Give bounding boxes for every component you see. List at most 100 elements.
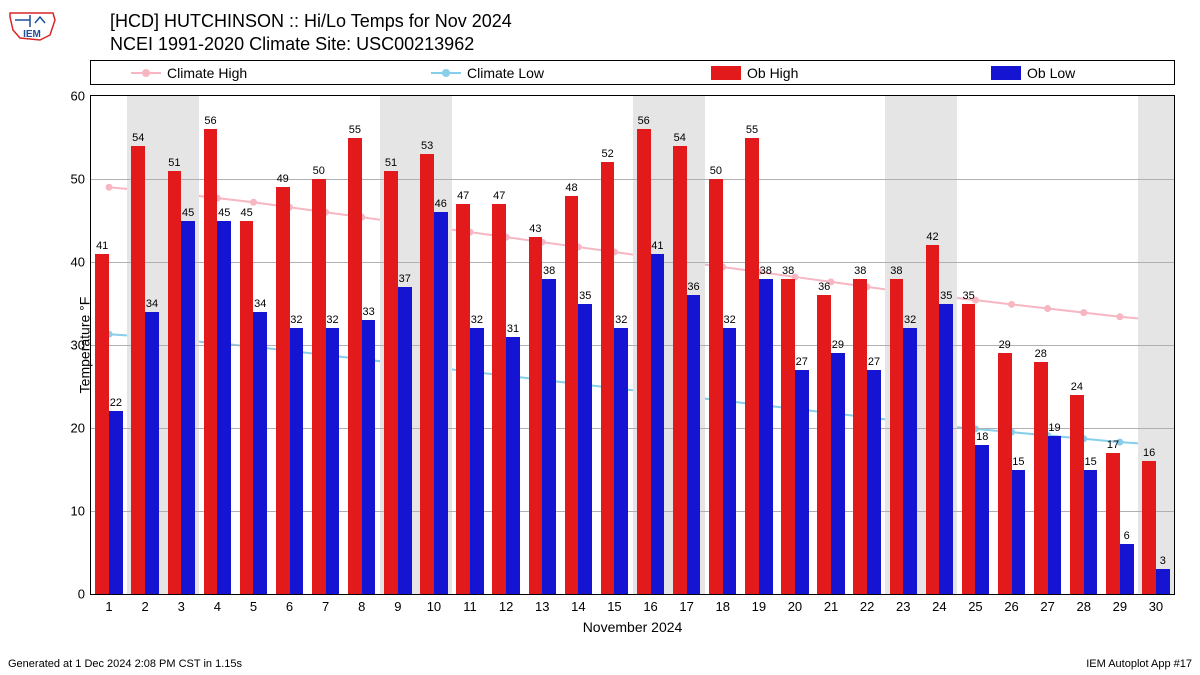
ob-high-bar bbox=[492, 204, 506, 594]
ob-high-value-label: 43 bbox=[529, 223, 541, 235]
ob-low-value-label: 3 bbox=[1160, 555, 1166, 567]
ob-low-swatch bbox=[991, 66, 1021, 80]
xtick-label: 4 bbox=[214, 599, 221, 614]
ob-low-value-label: 33 bbox=[362, 306, 374, 318]
ob-low-bar bbox=[1048, 436, 1062, 594]
xtick-label: 10 bbox=[427, 599, 441, 614]
ob-low-bar bbox=[867, 370, 881, 594]
ob-low-value-label: 6 bbox=[1124, 530, 1130, 542]
ob-low-bar bbox=[470, 328, 484, 594]
ob-high-value-label: 42 bbox=[926, 231, 938, 243]
ob-low-bar bbox=[1012, 470, 1026, 595]
ob-high-value-label: 47 bbox=[457, 190, 469, 202]
ob-low-bar bbox=[181, 221, 195, 595]
ob-high-value-label: 16 bbox=[1143, 447, 1155, 459]
ob-low-value-label: 38 bbox=[543, 265, 555, 277]
legend-label: Ob Low bbox=[1027, 65, 1075, 81]
ob-low-value-label: 22 bbox=[110, 397, 122, 409]
ob-high-value-label: 55 bbox=[746, 124, 758, 136]
ob-high-value-label: 53 bbox=[421, 140, 433, 152]
legend-climate-low: Climate Low bbox=[431, 65, 544, 81]
plot-area: Temperature °F November 2024 01020304050… bbox=[90, 95, 1175, 595]
ob-low-bar bbox=[290, 328, 304, 594]
xtick-label: 24 bbox=[932, 599, 946, 614]
ob-low-value-label: 32 bbox=[723, 314, 735, 326]
ob-high-bar bbox=[168, 171, 182, 594]
ob-high-bar bbox=[853, 279, 867, 594]
legend-climate-high: Climate High bbox=[131, 65, 247, 81]
ob-high-bar bbox=[1142, 461, 1156, 594]
xtick-label: 17 bbox=[679, 599, 693, 614]
xtick-label: 22 bbox=[860, 599, 874, 614]
ob-low-bar bbox=[145, 312, 159, 594]
ob-high-bar bbox=[456, 204, 470, 594]
xtick-label: 12 bbox=[499, 599, 513, 614]
iem-logo: IEM bbox=[5, 5, 60, 45]
ob-low-bar bbox=[578, 304, 592, 595]
ob-low-bar bbox=[109, 411, 123, 594]
ob-low-value-label: 38 bbox=[760, 265, 772, 277]
x-axis-label: November 2024 bbox=[583, 619, 683, 635]
ob-low-value-label: 35 bbox=[940, 290, 952, 302]
ob-low-value-label: 27 bbox=[796, 356, 808, 368]
ob-high-bar bbox=[348, 138, 362, 595]
ob-high-bar bbox=[565, 196, 579, 594]
ob-low-value-label: 32 bbox=[904, 314, 916, 326]
xtick-label: 11 bbox=[463, 599, 477, 614]
ob-high-value-label: 50 bbox=[710, 165, 722, 177]
ytick-label: 30 bbox=[71, 338, 85, 353]
ob-low-value-label: 35 bbox=[579, 290, 591, 302]
ob-low-bar bbox=[831, 353, 845, 594]
legend-ob-high: Ob High bbox=[711, 65, 798, 81]
xtick-label: 29 bbox=[1113, 599, 1127, 614]
ob-low-bar bbox=[362, 320, 376, 594]
legend-label: Ob High bbox=[747, 65, 798, 81]
ob-low-value-label: 19 bbox=[1048, 422, 1060, 434]
ob-high-value-label: 52 bbox=[601, 148, 613, 160]
svg-text:IEM: IEM bbox=[23, 29, 41, 40]
climate-low-marker bbox=[431, 72, 461, 74]
legend: Climate High Climate Low Ob High Ob Low bbox=[90, 60, 1175, 85]
ob-high-value-label: 56 bbox=[638, 115, 650, 127]
ob-low-value-label: 34 bbox=[254, 298, 266, 310]
ob-low-value-label: 32 bbox=[615, 314, 627, 326]
ob-low-value-label: 41 bbox=[651, 240, 663, 252]
ob-high-value-label: 50 bbox=[313, 165, 325, 177]
ob-high-bar bbox=[529, 237, 543, 594]
ob-high-bar bbox=[781, 279, 795, 594]
gridline bbox=[91, 262, 1174, 263]
ob-high-bar bbox=[817, 295, 831, 594]
xtick-label: 1 bbox=[105, 599, 112, 614]
ob-low-bar bbox=[723, 328, 737, 594]
ob-low-bar bbox=[939, 304, 953, 595]
ob-low-bar bbox=[975, 445, 989, 594]
ob-low-bar bbox=[253, 312, 267, 594]
ob-high-value-label: 38 bbox=[890, 265, 902, 277]
chart-title: [HCD] HUTCHINSON :: Hi/Lo Temps for Nov … bbox=[110, 10, 512, 57]
xtick-label: 8 bbox=[358, 599, 365, 614]
ob-low-value-label: 32 bbox=[326, 314, 338, 326]
legend-label: Climate High bbox=[167, 65, 247, 81]
ob-low-bar bbox=[651, 254, 665, 594]
ob-high-value-label: 41 bbox=[96, 240, 108, 252]
xtick-label: 28 bbox=[1077, 599, 1091, 614]
ob-high-value-label: 51 bbox=[385, 157, 397, 169]
footer-generated: Generated at 1 Dec 2024 2:08 PM CST in 1… bbox=[8, 658, 242, 670]
ob-low-bar bbox=[614, 328, 628, 594]
ob-high-bar bbox=[131, 146, 145, 594]
xtick-label: 26 bbox=[1004, 599, 1018, 614]
ob-low-value-label: 45 bbox=[182, 207, 194, 219]
ob-high-value-label: 54 bbox=[674, 132, 686, 144]
ob-high-value-label: 38 bbox=[782, 265, 794, 277]
ob-high-value-label: 17 bbox=[1107, 439, 1119, 451]
ob-low-value-label: 29 bbox=[832, 339, 844, 351]
ob-high-value-label: 35 bbox=[962, 290, 974, 302]
ob-high-bar bbox=[1034, 362, 1048, 594]
ytick-label: 50 bbox=[71, 172, 85, 187]
ob-low-bar bbox=[759, 279, 773, 594]
ob-low-value-label: 45 bbox=[218, 207, 230, 219]
ob-high-value-label: 38 bbox=[854, 265, 866, 277]
ytick-label: 40 bbox=[71, 255, 85, 270]
ob-low-value-label: 32 bbox=[471, 314, 483, 326]
ob-high-bar bbox=[276, 187, 290, 594]
